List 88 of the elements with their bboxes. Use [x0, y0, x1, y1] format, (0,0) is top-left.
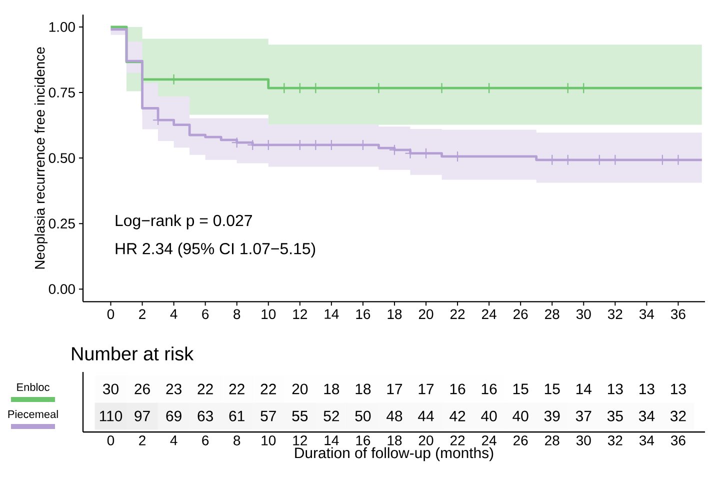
data-label: 13 [608, 384, 623, 394]
data-label: 22 [229, 384, 244, 394]
data-label: 110 [100, 410, 122, 422]
data-label: 13 [671, 384, 686, 394]
data-label: 30 [103, 384, 118, 394]
data-label: 22 [260, 384, 276, 394]
x-tick-label: 0 [107, 435, 114, 446]
x-tick-label: 10 [262, 435, 276, 446]
data-label: 23 [166, 384, 182, 394]
x-tick-label: 4 [170, 309, 178, 319]
data-label: 63 [198, 410, 213, 422]
x-tick-label: 26 [514, 309, 528, 320]
data-label: 13 [640, 384, 654, 394]
x-tick-label: 10 [262, 309, 276, 320]
x-tick-label: 12 [293, 435, 307, 446]
x-tick-label: 20 [418, 309, 434, 320]
data-label: 55 [292, 410, 308, 422]
data-label: 32 [670, 410, 686, 422]
x-tick-label: 34 [639, 435, 654, 446]
x-tick-label: 36 [670, 435, 686, 446]
x-tick-label: 30 [576, 435, 591, 446]
x-tick-label: 16 [356, 435, 370, 446]
data-label: 22 [198, 384, 213, 394]
data-label: 40 [481, 410, 497, 422]
x-tick-label: 28 [545, 309, 560, 320]
x-tick-label: 18 [388, 309, 402, 320]
data-label: 37 [576, 410, 592, 422]
annotation: HR 2.34 (95% CI 1.07−5.15) [116, 242, 316, 258]
data-label: 16 [482, 384, 497, 394]
y-tick-label: 0.50 [48, 153, 75, 163]
y-tick-label: Enbloc [17, 382, 50, 392]
y-tick-label: 1.00 [49, 22, 75, 32]
data-label: 61 [229, 410, 244, 422]
data-label: 14 [576, 384, 592, 394]
x-tick-label: 14 [324, 309, 339, 319]
data-label: 17 [418, 384, 434, 394]
data-label: 42 [450, 410, 466, 422]
data-label: 18 [324, 384, 340, 394]
data-label: 16 [450, 384, 466, 394]
y-tick-label: 0.00 [48, 284, 75, 294]
x-tick-label: 34 [639, 309, 654, 320]
data-label: 20 [292, 384, 308, 394]
annotation: Log−rank p = 0.027 [116, 214, 252, 230]
data-label: 17 [387, 384, 402, 394]
data-label: 15 [513, 384, 528, 394]
x-tick-label: 0 [107, 309, 114, 320]
x-tick-label: 12 [293, 309, 307, 319]
data-label: 40 [512, 410, 528, 422]
x-tick-label: 6 [202, 435, 209, 446]
data-label: 44 [418, 410, 434, 422]
x-tick-label: 22 [450, 309, 465, 319]
data-label: 48 [386, 410, 402, 422]
x-tick-label: 24 [482, 309, 496, 319]
data-label: 97 [134, 410, 150, 422]
data-label: 15 [544, 384, 560, 394]
x-tick-label: 6 [202, 309, 209, 320]
x-tick-label: 24 [482, 435, 496, 446]
x-tick-label: 2 [139, 309, 146, 319]
data-label: 39 [544, 410, 560, 422]
data-label: 69 [166, 410, 182, 422]
x-tick-label: 36 [670, 309, 686, 320]
x-tick-label: 32 [608, 309, 622, 320]
x-tick-label: 28 [545, 435, 560, 446]
x-axis-title: Duration of follow-up (months) [295, 447, 494, 462]
data-label: 57 [260, 410, 276, 422]
chart-title: Number at risk [72, 346, 194, 360]
x-tick-label: 8 [234, 435, 240, 446]
x-tick-label: 22 [450, 435, 465, 446]
data-label: 52 [324, 410, 339, 422]
x-tick-label: 32 [608, 435, 622, 446]
data-label: 18 [356, 384, 371, 394]
data-label: 34 [638, 410, 655, 422]
x-tick-label: 20 [418, 435, 434, 446]
y-tick-label: 0.75 [48, 88, 75, 98]
data-label: 35 [607, 410, 623, 422]
y-tick-label: Piecemeal [8, 410, 58, 418]
data-label: 26 [134, 384, 150, 394]
x-tick-label: 26 [514, 435, 528, 446]
x-tick-label: 14 [324, 436, 339, 446]
x-tick-label: 18 [388, 435, 402, 446]
y-tick-label: 0.25 [48, 218, 75, 229]
y-axis-title: Neoplasia recurrence free incidence [34, 47, 48, 269]
x-tick-label: 30 [576, 309, 591, 320]
x-tick-label: 8 [234, 309, 240, 320]
x-tick-label: 4 [170, 436, 178, 446]
data-label: 50 [355, 410, 371, 422]
x-tick-label: 16 [356, 309, 370, 320]
x-tick-label: 2 [139, 435, 146, 446]
